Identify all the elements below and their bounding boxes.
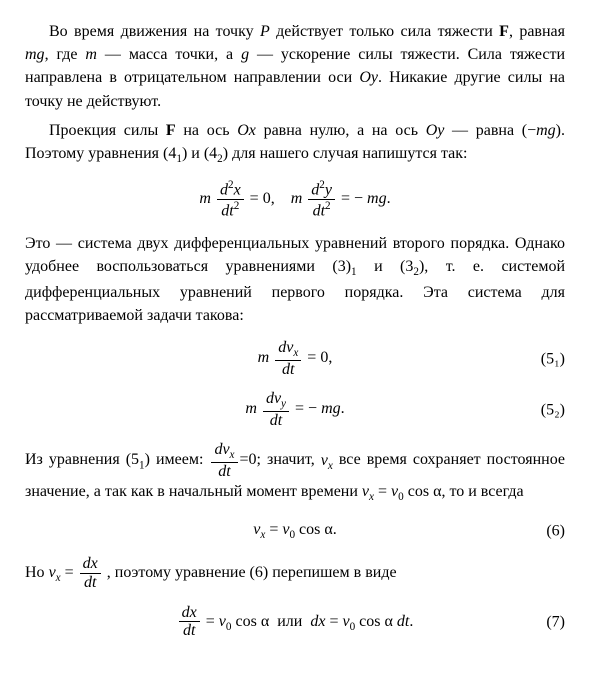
equation-1: m d2xdt2 = 0, m d2ydt2 = − mg.: [25, 179, 565, 220]
paragraph-5: Но vx = dxdt , поэтому уравнение (6) пер…: [25, 555, 565, 591]
equation-7: dxdt = v0 cos α или dx = v0 cos α dt. (7…: [25, 604, 565, 640]
paragraph-2: Проекция силы F на ось Ox равна нулю, а …: [25, 119, 565, 168]
equation-6: vx = v0 cos α. (6): [25, 518, 565, 543]
paragraph-3: Это — система двух дифференциальных урав…: [25, 232, 565, 327]
paragraph-4: Из уравнения (51) имеем: dvxdt=0; значит…: [25, 441, 565, 506]
equation-number-5-1: (5₁): [541, 347, 565, 370]
paragraph-1: Во время движения на точку P действует т…: [25, 20, 565, 113]
equation-number-7: (7): [546, 610, 565, 633]
equation-number-6: (6): [546, 519, 565, 542]
equation-5-1: m dvxdt = 0, (5₁): [25, 339, 565, 378]
equation-number-5-2: (5₂): [541, 398, 565, 421]
equation-5-2: m dvydt = − mg. (5₂): [25, 390, 565, 429]
